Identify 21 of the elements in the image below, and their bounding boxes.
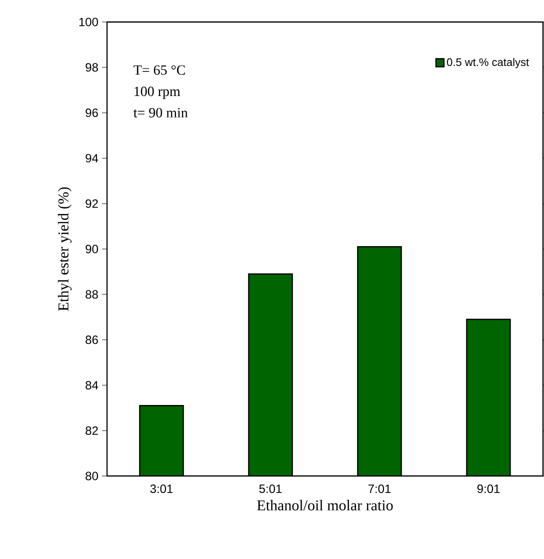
annotation: 100 rpm	[134, 86, 180, 99]
y-tick-label: 98	[86, 63, 98, 72]
y-tick-label: 100	[79, 18, 98, 26]
y-tick-label: 86	[86, 336, 98, 344]
y-tick-label: 96	[86, 108, 98, 118]
y-tick-label: 84	[86, 380, 98, 390]
y-tick-label: 92	[86, 199, 98, 208]
y-tick-label: 82	[86, 426, 98, 435]
y-tick-label: 80	[86, 472, 98, 480]
y-tick-label: 88	[86, 290, 98, 299]
x-axis-title: Ethanol/oil molar ratio	[257, 500, 393, 510]
x-tick-label: 5:01	[259, 484, 282, 494]
x-tick-label: 7:01	[368, 484, 391, 494]
x-tick-label: 3:01	[150, 484, 173, 494]
annotation: T= 65 °C	[134, 65, 185, 75]
y-tick-label: 90	[86, 244, 98, 254]
legend-label: 0.5 wt.% catalyst	[446, 58, 529, 68]
annotation: t= 90 min	[134, 108, 188, 118]
x-tick-label: 9:01	[477, 484, 500, 494]
y-axis-title: Ethyl ester yield (%)	[58, 187, 72, 311]
y-tick-label: 94	[86, 154, 98, 162]
